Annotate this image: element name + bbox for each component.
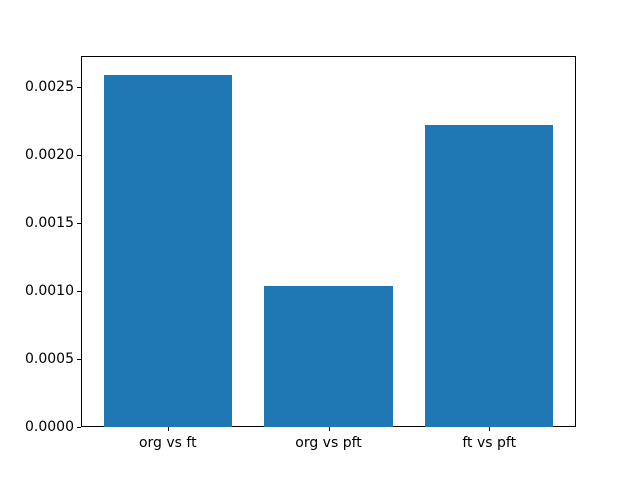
bar-org-vs-ft [103, 75, 233, 427]
x-tick-label: org vs ft [138, 435, 197, 451]
y-tick-mark [77, 427, 81, 428]
y-tick-label: 0.0010 [25, 283, 74, 300]
y-tick-label: 0.0000 [25, 419, 74, 435]
y-tick-mark [77, 291, 81, 293]
y-tick-mark [77, 223, 81, 225]
x-tick-mark [489, 427, 491, 431]
y-tick-mark [77, 359, 81, 361]
x-tick-label: ft vs pft [462, 435, 517, 451]
y-tick-mark [77, 87, 81, 89]
y-tick-mark [77, 155, 81, 157]
y-tick-label: 0.0025 [25, 79, 74, 96]
x-tick-mark [167, 427, 169, 431]
y-tick-label: 0.0020 [25, 147, 74, 164]
x-tick-mark [328, 427, 330, 431]
bar-org-vs-pft [264, 285, 393, 427]
y-tick-label: 0.0015 [25, 215, 74, 232]
bar-ft-vs-pft [424, 125, 554, 427]
y-tick-label: 0.0005 [25, 351, 74, 368]
x-tick-label: org vs pft [295, 435, 362, 451]
